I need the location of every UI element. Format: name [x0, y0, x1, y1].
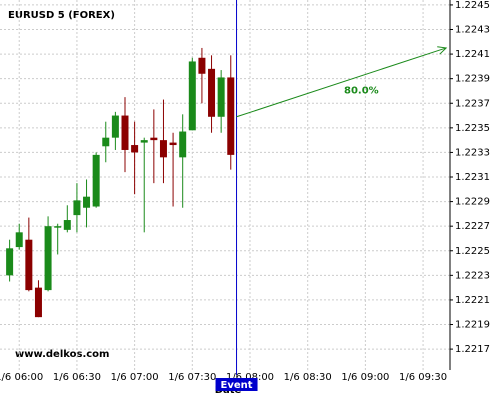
x-tick-label: 1/6 07:30 — [168, 372, 216, 383]
candle-body — [198, 57, 206, 74]
candle-body — [121, 115, 129, 150]
candle-body — [169, 142, 177, 146]
x-tick-label: 1/6 08:30 — [284, 372, 332, 383]
candle-body — [44, 226, 52, 291]
y-tick-label: 1.2235 — [455, 123, 490, 134]
y-tick-label: 1.2219 — [455, 320, 490, 331]
candle-body — [159, 140, 167, 158]
candle-body — [140, 140, 148, 143]
y-tick-label: 1.2237 — [455, 98, 490, 109]
candle-body — [25, 239, 33, 291]
x-tick-label: 1/6 07:00 — [111, 372, 159, 383]
candle-body — [83, 196, 91, 208]
forecast-arrow — [236, 47, 447, 118]
candle-body — [102, 137, 110, 147]
candle-body — [15, 232, 23, 248]
candle-body — [63, 220, 71, 230]
candle-body — [150, 137, 158, 141]
y-tick-label: 1.2233 — [455, 147, 490, 158]
candle-body — [92, 154, 100, 207]
candle-body — [179, 131, 187, 158]
y-tick-label: 1.2227 — [455, 221, 490, 232]
y-tick-label: 1.2229 — [455, 197, 490, 208]
x-tick-label: 1/6 09:00 — [341, 372, 389, 383]
candle-body — [6, 248, 14, 276]
x-tick-label: 1/6 06:30 — [53, 372, 101, 383]
y-tick-label: 1.2245 — [455, 0, 490, 11]
arrow-head — [437, 46, 448, 55]
candle-body — [111, 115, 119, 138]
y-tick-label: 1.2217 — [455, 344, 490, 355]
candle-body — [227, 77, 235, 155]
x-tick-label: 1/6 09:30 — [399, 372, 447, 383]
event-label: Event — [221, 380, 253, 391]
arrow-label: 80.0% — [344, 85, 379, 96]
y-tick-label: 1.2221 — [455, 295, 490, 306]
candle-body — [131, 145, 139, 153]
event-box — [215, 378, 258, 391]
y-tick-label: 1.2231 — [455, 172, 490, 183]
candle-body — [188, 61, 196, 131]
x-tick-label: 1/6 06:00 — [0, 372, 43, 383]
y-tick-label: 1.2225 — [455, 246, 490, 257]
x-tick-label: 1/6 08:00 — [226, 372, 274, 383]
y-tick-label: 1.2223 — [455, 270, 490, 281]
chart-title: EURUSD 5 (FOREX) — [8, 10, 115, 21]
candle-body — [217, 77, 225, 117]
y-tick-label: 1.2243 — [455, 25, 490, 36]
watermark: www.delkos.com — [15, 349, 109, 360]
y-tick-label: 1.2241 — [455, 49, 490, 60]
candle-body — [54, 226, 62, 228]
candle-body — [73, 200, 81, 216]
y-tick-label: 1.2239 — [455, 74, 490, 85]
candle-body — [34, 287, 42, 318]
candle-body — [208, 68, 216, 117]
